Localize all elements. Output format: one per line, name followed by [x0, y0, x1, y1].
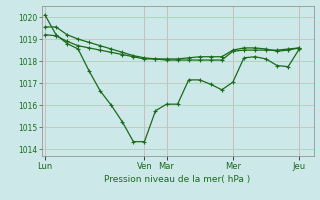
X-axis label: Pression niveau de la mer( hPa ): Pression niveau de la mer( hPa ) — [104, 175, 251, 184]
